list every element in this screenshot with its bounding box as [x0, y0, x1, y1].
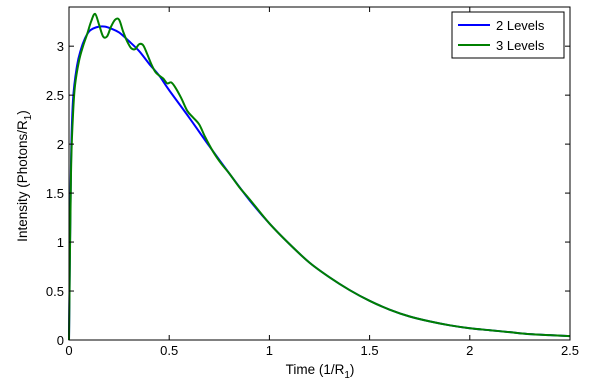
- x-tick-label: 1.5: [361, 343, 379, 358]
- legend-label-3-levels: 3 Levels: [496, 38, 545, 53]
- y-tick-label: 2.5: [46, 88, 64, 103]
- y-axis-label-text: Intensity (Photons/R: [15, 120, 30, 242]
- x-axis-label-close: ): [350, 362, 355, 377]
- y-axis-label: Intensity (Photons/R1): [15, 110, 34, 242]
- x-axis-label: Time (1/R1): [286, 362, 355, 381]
- x-tick-label: 0: [65, 343, 72, 358]
- x-axis-label-text: Time (1/R: [286, 362, 345, 377]
- legend-label-2-levels: 2 Levels: [496, 18, 545, 33]
- axis-tick-labels: 0 0.5 1 1.5 2 2.5 0 0.5 1 1.5 2 2.5 3: [46, 39, 579, 358]
- x-tick-label: 0.5: [160, 343, 178, 358]
- legend-box: [451, 11, 565, 59]
- y-tick-label: 1: [57, 235, 64, 250]
- x-tick-label: 1: [266, 343, 273, 358]
- y-tick-label: 1.5: [46, 186, 64, 201]
- y-axis-label-close: ): [15, 110, 30, 115]
- y-tick-label: 0.5: [46, 284, 64, 299]
- series-line-3-levels: [68, 12, 571, 341]
- x-axis-label-subscript: 1: [344, 370, 350, 381]
- y-tick-label: 2: [57, 137, 64, 152]
- legend: 2 Levels 3 Levels: [451, 11, 565, 59]
- x-tick-label: 2.5: [561, 343, 579, 358]
- plot-lines: [68, 12, 571, 341]
- x-tick-label: 2: [466, 343, 473, 358]
- plot-frame: [68, 6, 571, 341]
- y-axis-label-subscript: 1: [23, 114, 34, 120]
- axis-ticks: [68, 7, 571, 341]
- y-tick-label: 0: [57, 333, 64, 348]
- y-tick-label: 3: [57, 39, 64, 54]
